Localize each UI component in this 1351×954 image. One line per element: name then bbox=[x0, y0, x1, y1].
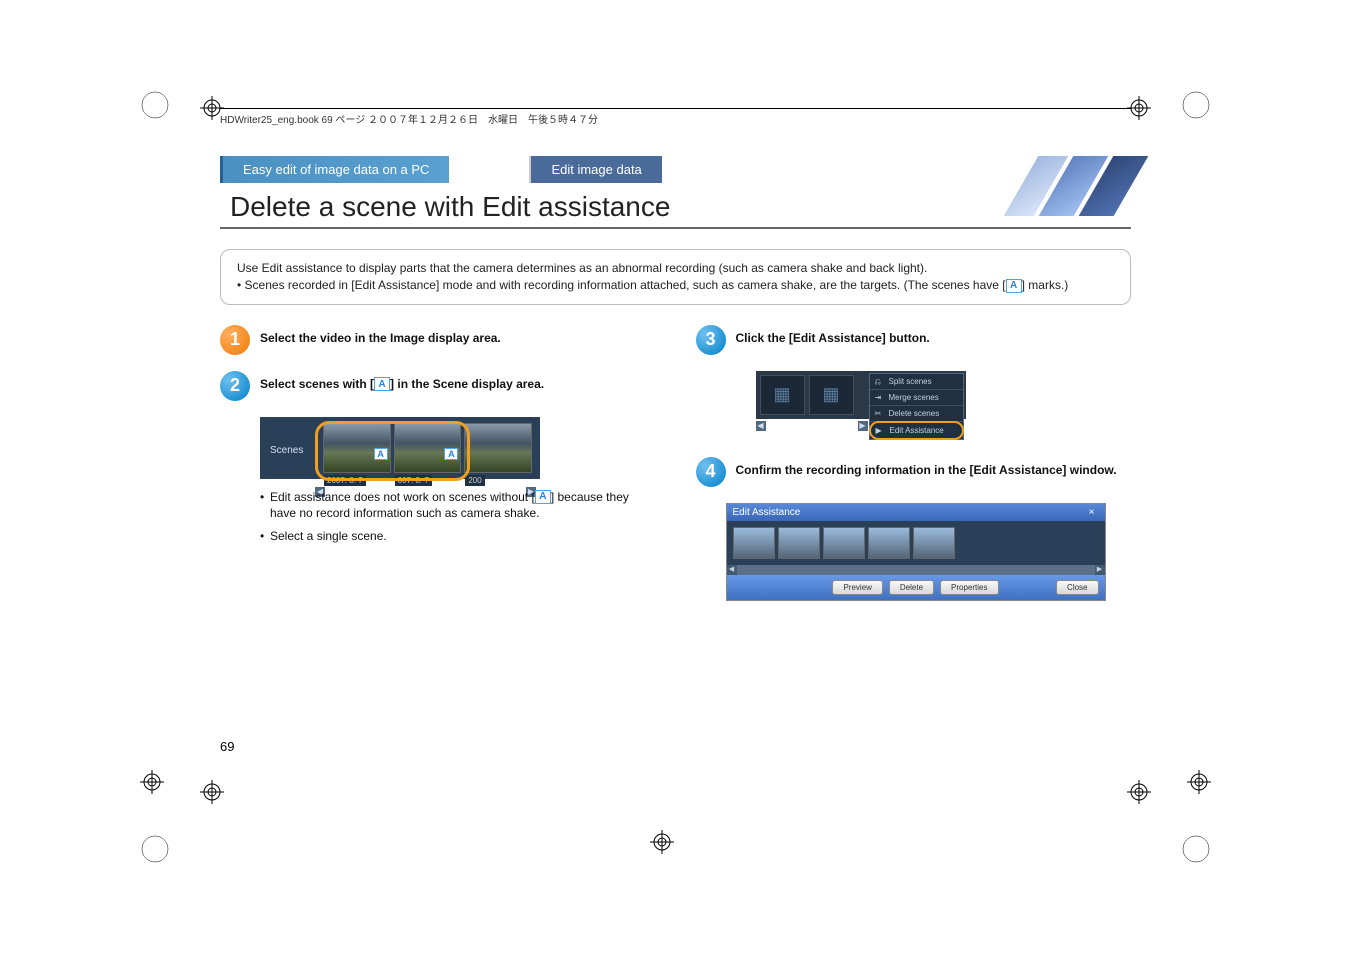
step-1: 1 Select the video in the Image display … bbox=[220, 325, 656, 355]
corner-mark bbox=[1181, 90, 1211, 120]
preview-button: Preview bbox=[832, 580, 882, 595]
edit-thumbnail bbox=[823, 527, 865, 559]
step-4: 4 Confirm the recording information in t… bbox=[696, 457, 1132, 487]
a-mark-badge: A bbox=[444, 448, 458, 460]
a-mark-icon: A bbox=[374, 377, 390, 391]
edit-thumbnail bbox=[778, 527, 820, 559]
left-column: 1 Select the video in the Image display … bbox=[220, 325, 656, 609]
scene-thumbnail: A 007. 8. 7 bbox=[394, 423, 462, 473]
scene-date: 200 bbox=[465, 475, 484, 486]
step-number-1: 1 bbox=[220, 325, 250, 355]
properties-button: Properties bbox=[940, 580, 998, 595]
play-icon: ▶ bbox=[876, 426, 886, 434]
scene-date: 2007. 8. 7 bbox=[324, 475, 366, 486]
step-number-2: 2 bbox=[220, 371, 250, 401]
edit-scrollbar: ◀ ▶ bbox=[727, 565, 1105, 575]
step-2-text: Select scenes with [A] in the Scene disp… bbox=[260, 377, 544, 393]
scenes-label: Scenes bbox=[270, 445, 303, 456]
note-2: Select a single scene. bbox=[260, 528, 656, 545]
note-1: Edit assistance does not work on scenes … bbox=[260, 489, 656, 523]
scene-display-area: Scenes A 2007. 8. 7 A 007. 8. 7 200 ◀ bbox=[260, 417, 540, 479]
intro-box: Use Edit assistance to display parts tha… bbox=[220, 249, 1131, 305]
scroll-left-icon: ◀ bbox=[756, 421, 766, 431]
delete-button: Delete bbox=[889, 580, 934, 595]
step-1-text: Select the video in the Image display ar… bbox=[260, 331, 501, 347]
scroll-right-icon: ▶ bbox=[858, 421, 868, 431]
scene-thumbnail: 200 bbox=[464, 423, 532, 473]
step-3-text: Click the [Edit Assistance] button. bbox=[736, 331, 930, 347]
step-2: 2 Select scenes with [A] in the Scene di… bbox=[220, 371, 656, 401]
a-mark-icon: A bbox=[535, 490, 551, 504]
right-column: 3 Click the [Edit Assistance] button. ▦ … bbox=[696, 325, 1132, 609]
header-decoration bbox=[991, 156, 1131, 216]
edit-thumbnails-row bbox=[727, 521, 1105, 565]
menu-item-merge: ⇥Merge scenes bbox=[870, 390, 963, 406]
preview-box-icon: ▦ bbox=[760, 375, 805, 415]
step-number-4: 4 bbox=[696, 457, 726, 487]
edit-window-buttons: Preview Delete Properties Close bbox=[727, 575, 1105, 600]
corner-mark bbox=[140, 834, 170, 864]
registration-mark bbox=[140, 770, 164, 794]
edit-menu-panel: ▦ ▦ ⎌Split scenes ⇥Merge scenes ✂Delete … bbox=[756, 371, 966, 419]
edit-thumbnail bbox=[868, 527, 910, 559]
edit-assistance-window: Edit Assistance × ◀ ▶ Preview Delete bbox=[726, 503, 1106, 601]
corner-mark bbox=[1181, 834, 1211, 864]
edit-menu-list: ⎌Split scenes ⇥Merge scenes ✂Delete scen… bbox=[869, 373, 964, 440]
corner-mark bbox=[140, 90, 170, 120]
notes-list: Edit assistance does not work on scenes … bbox=[260, 489, 656, 545]
split-icon: ⎌ bbox=[875, 377, 885, 385]
merge-icon: ⇥ bbox=[875, 393, 885, 401]
breadcrumb-subsection: Edit image data bbox=[529, 156, 661, 183]
registration-mark bbox=[1187, 770, 1211, 794]
scene-date: 007. 8. 7 bbox=[395, 475, 432, 486]
edit-thumbnail bbox=[733, 527, 775, 559]
window-title: Edit Assistance bbox=[733, 507, 801, 518]
header-filename: HDWriter25_eng.book 69 ページ ２００７年１２月２６日 水… bbox=[220, 108, 1131, 126]
menu-item-edit-assistance: ▶Edit Assistance bbox=[869, 421, 964, 440]
edit-thumbnail bbox=[913, 527, 955, 559]
menu-item-split: ⎌Split scenes bbox=[870, 374, 963, 390]
step-4-text: Confirm the recording information in the… bbox=[736, 463, 1117, 479]
intro-line-2: • Scenes recorded in [Edit Assistance] m… bbox=[237, 277, 1114, 294]
menu-item-delete: ✂Delete scenes bbox=[870, 406, 963, 422]
a-mark-icon: A bbox=[1006, 279, 1022, 293]
step-3: 3 Click the [Edit Assistance] button. bbox=[696, 325, 1132, 355]
scroll-left-icon: ◀ bbox=[727, 565, 737, 575]
step-number-3: 3 bbox=[696, 325, 726, 355]
preview-box-icon: ▦ bbox=[809, 375, 854, 415]
breadcrumb: Easy edit of image data on a PC Edit ima… bbox=[220, 156, 1131, 183]
breadcrumb-section: Easy edit of image data on a PC bbox=[220, 156, 449, 183]
page-content: HDWriter25_eng.book 69 ページ ２００７年１２月２６日 水… bbox=[220, 100, 1131, 854]
window-titlebar: Edit Assistance × bbox=[727, 504, 1105, 521]
intro-line-1: Use Edit assistance to display parts tha… bbox=[237, 260, 1114, 277]
a-mark-badge: A bbox=[374, 448, 388, 460]
delete-icon: ✂ bbox=[875, 409, 885, 417]
close-icon: × bbox=[1085, 507, 1099, 518]
page-number: 69 bbox=[220, 739, 234, 754]
scroll-right-icon: ▶ bbox=[1095, 565, 1105, 575]
close-button: Close bbox=[1056, 580, 1098, 595]
scene-thumbnail: A 2007. 8. 7 bbox=[323, 423, 391, 473]
